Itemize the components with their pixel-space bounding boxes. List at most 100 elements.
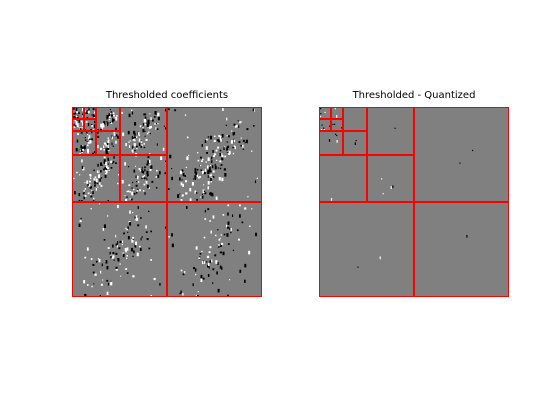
coefficient-dot [100,177,103,179]
coefficient-dot [186,136,189,139]
coefficient-dot [107,141,110,144]
coefficient-dot [219,237,221,239]
coefficient-dot [211,259,213,263]
coefficient-dot [341,127,343,129]
coefficient-dot [194,168,197,172]
coefficient-dot [134,132,136,136]
coefficient-dot [148,131,150,133]
coefficient-dot [142,190,145,192]
coefficient-dot [128,141,130,143]
coefficient-dot [150,259,152,261]
coefficient-dot [112,117,114,119]
coefficient-dot [131,109,133,111]
coefficient-dot [211,192,214,197]
coefficient-dot [98,174,101,178]
coefficient-dot [144,113,147,116]
coefficient-dot [210,181,212,183]
coefficient-dot [211,160,213,163]
coefficient-dot [81,159,83,163]
coefficient-dot [125,268,128,270]
coefficient-dot [244,207,247,210]
coefficient-dot [133,148,135,150]
coefficient-dot [143,146,146,149]
coefficient-dot [112,112,115,115]
coefficient-dot [202,195,204,199]
coefficient-dot [84,195,87,197]
coefficient-dot [218,177,221,181]
coefficient-dot [181,179,183,181]
coefficient-dot [144,168,146,172]
coefficient-dot [186,206,188,209]
coefficient-dot [112,255,115,258]
coefficient-dot [223,168,226,171]
coefficient-dot [97,186,99,188]
coefficient-dot [94,111,96,114]
coefficient-dot [79,174,81,176]
coefficient-dot [222,108,224,111]
coefficient-dot [142,127,144,129]
coefficient-dot [73,123,75,127]
coefficient-dot [186,156,189,161]
coefficient-dot [207,157,210,161]
coefficient-dot [78,193,81,197]
coefficient-dot [97,170,99,173]
coefficient-dot [221,155,224,158]
coefficient-dot [75,121,78,125]
coefficient-dot [133,169,136,173]
coefficient-dot [117,258,120,262]
coefficient-dot [103,168,105,171]
coefficient-dot [98,259,101,263]
coefficient-dot [145,180,148,184]
coefficient-dot [103,162,106,164]
coefficient-dot [109,251,111,255]
coefficient-dot [92,129,95,131]
coefficient-dot [203,184,205,186]
coefficient-dot [81,126,83,129]
coefficient-dot [88,185,90,187]
coefficient-dot [115,162,117,164]
coefficient-dot [189,198,192,202]
coefficient-dot [91,132,93,134]
coefficient-dot [112,244,114,248]
coefficient-dot [138,134,140,136]
coefficient-dot [148,247,151,250]
coefficient-dot [101,127,103,129]
coefficient-dot [212,215,215,219]
coefficient-dot [134,122,137,126]
coefficient-dot [111,142,113,146]
coefficient-dot [392,185,394,189]
coefficient-dot [93,169,95,172]
coefficient-dot [203,236,206,239]
coefficient-dot [103,239,106,241]
coefficient-dot [179,193,181,195]
coefficient-dot [140,238,142,241]
coefficient-dot [207,267,209,269]
coefficient-dot [106,291,109,295]
coefficient-svg [72,107,262,297]
coefficient-dot [100,147,103,150]
coefficient-dot [189,188,192,192]
coefficient-dot [219,167,222,170]
coefficient-dot [80,145,83,149]
coefficient-dot [85,110,87,113]
coefficient-dot [131,238,134,243]
coefficient-dot [131,136,133,139]
coefficient-dot [145,177,147,179]
coefficient-dot [138,138,141,142]
coefficient-dot [103,145,105,148]
coefficient-dot [220,138,222,142]
coefficient-dot [112,162,114,164]
coefficient-dot [84,139,87,141]
coefficient-dot [202,277,205,280]
coefficient-dot [94,151,96,153]
coefficient-dot [99,178,101,182]
coefficient-dot [209,174,212,177]
coefficient-dot [201,170,204,173]
coefficient-dot [132,138,135,141]
coefficient-dot [221,242,224,245]
coefficient-dot [94,121,96,123]
coefficient-dot [251,208,253,210]
coefficient-dot [240,144,242,147]
coefficient-dot [136,147,138,150]
coefficient-dot [210,178,212,182]
